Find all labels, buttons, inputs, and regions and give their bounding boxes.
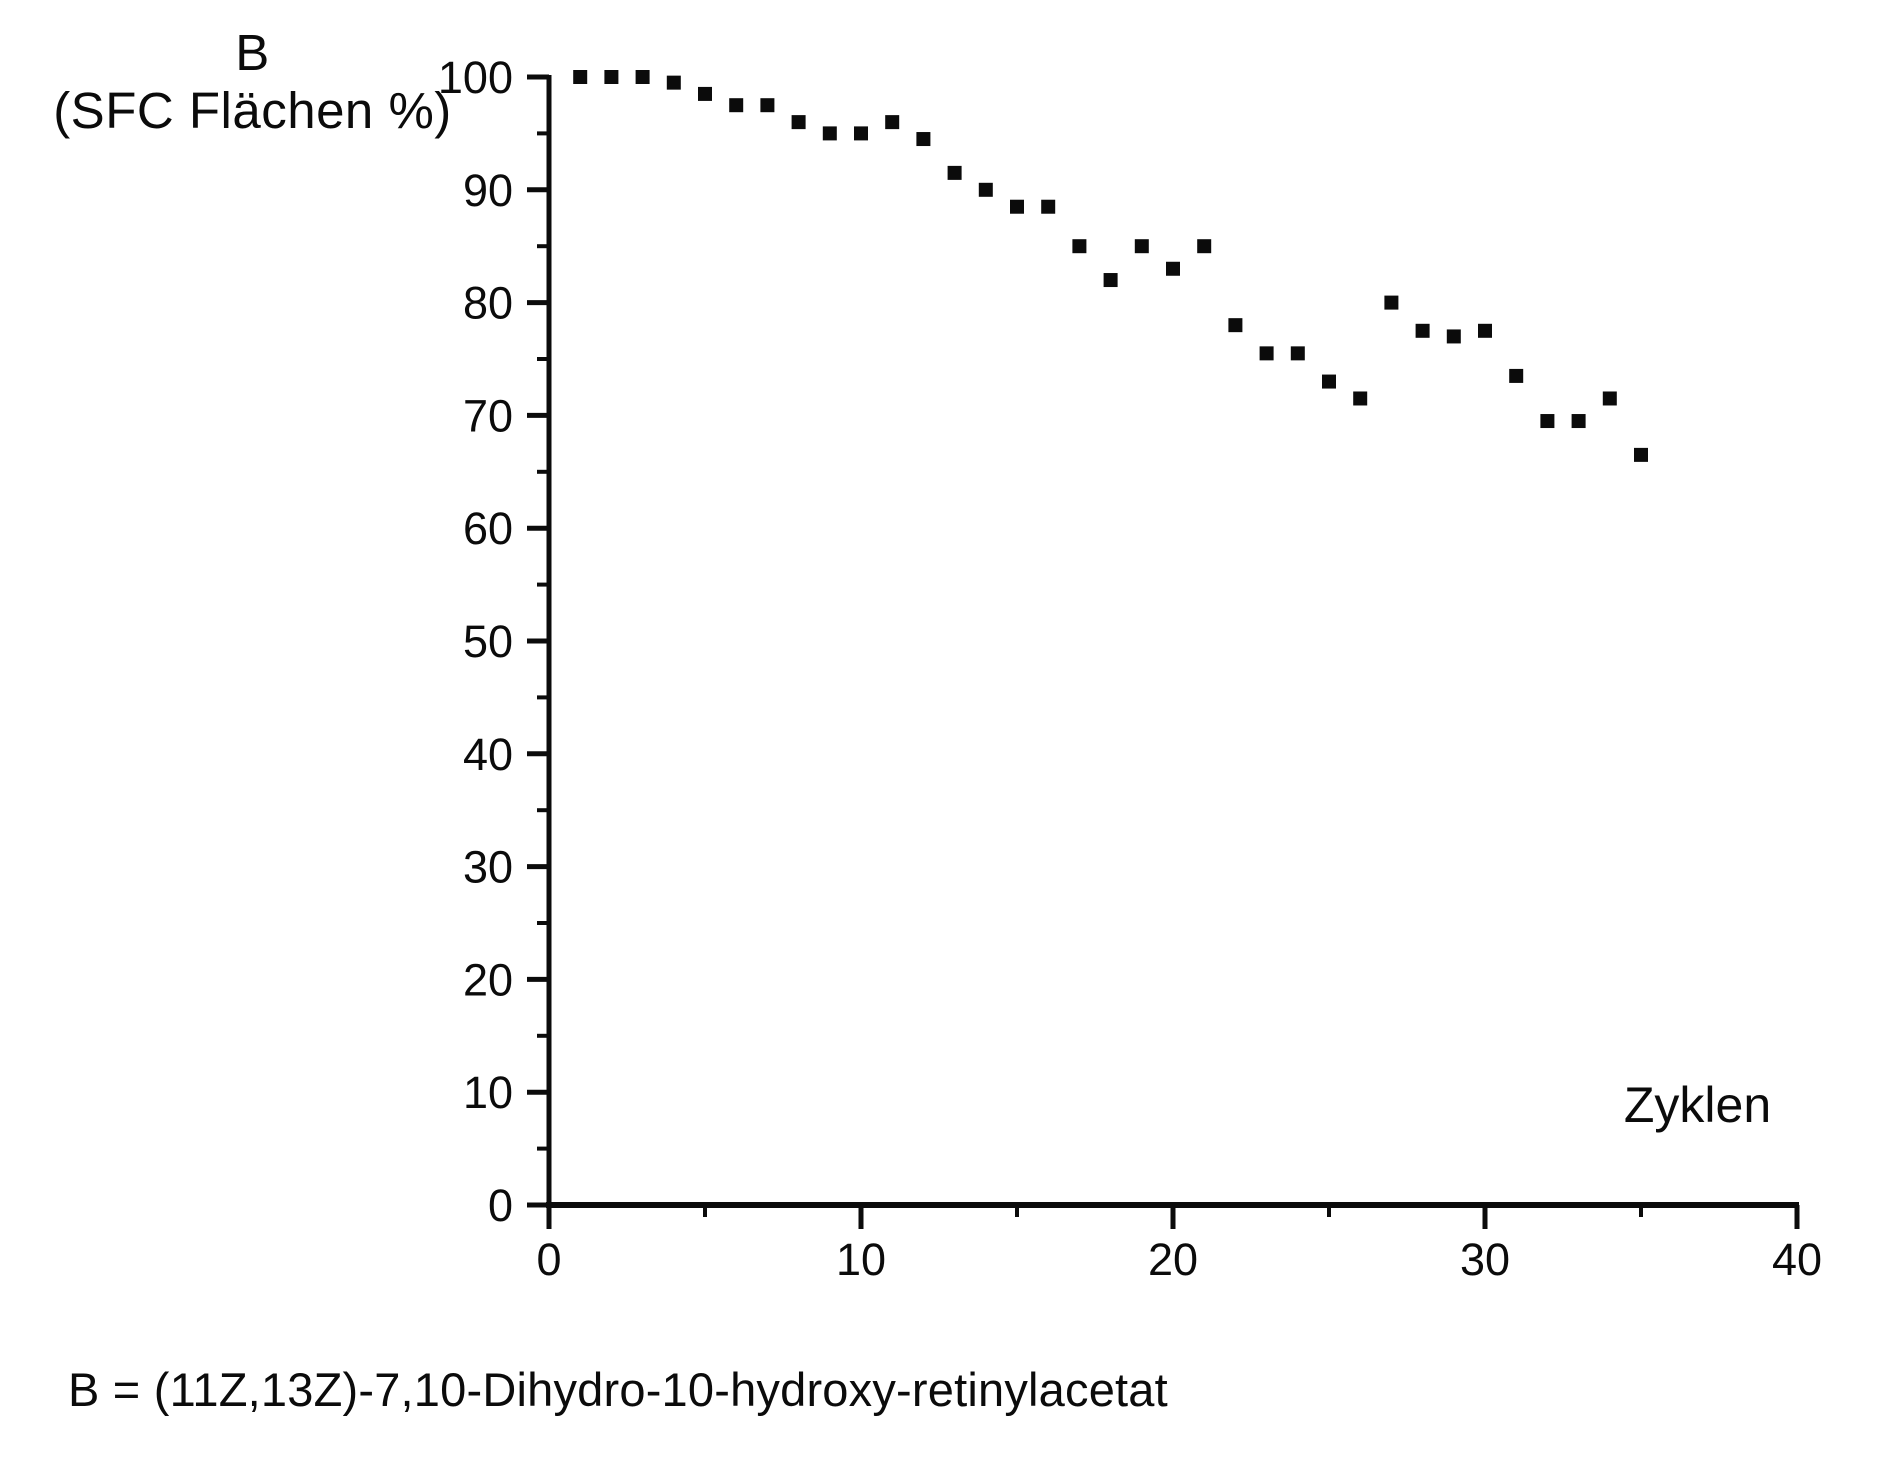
data-point [573,70,588,84]
data-point [1540,414,1555,429]
data-point [1197,239,1212,254]
data-point [1041,199,1056,214]
data-point [947,165,962,180]
data-point [1602,391,1617,406]
y-tick-label: 40 [463,729,513,780]
x-axis-label: Zyklen [1623,1077,1772,1133]
data-point [1259,346,1274,361]
x-tick-label: 40 [1772,1234,1822,1285]
data-point [1571,414,1586,429]
y-tick-label: 20 [463,954,513,1005]
data-point [1634,447,1648,462]
x-tick-label: 30 [1460,1234,1510,1285]
figure-caption: B = (11Z,13Z)-7,10-Dihydro-10-hydroxy-re… [68,1363,1168,1416]
data-point [698,86,712,101]
y-axis-title-line1: B [235,24,270,81]
data-point [791,115,806,130]
y-tick-label: 60 [463,503,513,554]
data-point [1415,323,1430,338]
x-tick-label: 10 [836,1234,886,1285]
data-point [1509,368,1524,383]
y-tick-label: 10 [463,1067,513,1118]
y-tick-label: 70 [463,390,513,441]
data-point [729,98,744,113]
data-point [854,126,868,141]
data-point [1446,329,1461,344]
y-tick-label: 90 [463,165,513,216]
data-point [1478,323,1492,338]
y-tick-label: 30 [463,842,513,893]
y-tick-label: 80 [463,278,513,329]
data-point [1228,318,1243,333]
x-tick-label: 0 [536,1234,561,1285]
data-point [822,126,837,141]
x-tick-label: 20 [1148,1234,1198,1285]
data-point [1166,261,1180,276]
data-point [978,182,993,197]
data-point [885,115,900,130]
data-point [1103,273,1118,288]
y-axis-title: B (SFC Flächen %) [50,24,455,139]
data-point [760,98,775,113]
data-point [1010,199,1024,214]
y-axis-title-line2: (SFC Flächen %) [53,81,452,139]
data-point [1290,346,1305,361]
data-point [1072,239,1087,254]
y-tick-label: 0 [488,1180,513,1231]
y-tick-label: 50 [463,616,513,667]
data-point [916,132,931,147]
data-point [666,75,681,90]
data-point [1353,391,1368,406]
data-point [604,70,619,84]
y-tick-label: 100 [438,52,513,103]
data-point [1134,239,1149,254]
data-point [1322,374,1336,389]
data-point [1384,295,1399,310]
data-point [635,70,650,84]
